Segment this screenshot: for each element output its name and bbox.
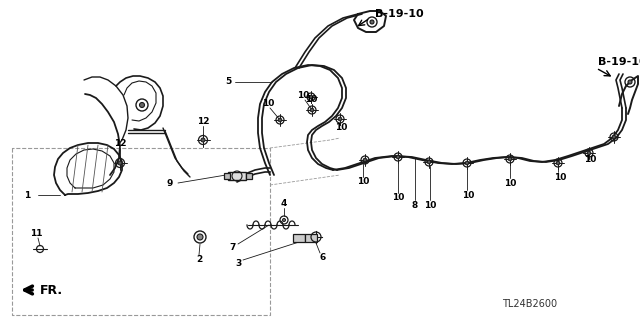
Circle shape — [508, 157, 512, 161]
Circle shape — [628, 80, 632, 84]
Circle shape — [118, 161, 122, 165]
Text: 9: 9 — [167, 179, 173, 188]
Text: 10: 10 — [554, 173, 566, 182]
Circle shape — [588, 151, 591, 155]
Text: 4: 4 — [281, 199, 287, 209]
Text: B-19-10: B-19-10 — [375, 9, 424, 19]
Circle shape — [612, 135, 616, 139]
Circle shape — [197, 234, 203, 240]
Text: 10: 10 — [424, 201, 436, 210]
Text: 10: 10 — [297, 92, 309, 100]
Text: FR.: FR. — [40, 284, 63, 296]
Text: 10: 10 — [392, 194, 404, 203]
Circle shape — [201, 138, 205, 142]
Circle shape — [278, 118, 282, 122]
Circle shape — [310, 108, 314, 112]
Text: 10: 10 — [305, 95, 317, 105]
Text: 2: 2 — [196, 256, 202, 264]
Text: 11: 11 — [29, 229, 42, 239]
Circle shape — [465, 161, 468, 165]
Text: 1: 1 — [24, 190, 30, 199]
Text: B-19-10: B-19-10 — [598, 57, 640, 67]
Circle shape — [364, 158, 367, 162]
Text: 5: 5 — [225, 78, 231, 86]
Circle shape — [338, 117, 342, 121]
Bar — [305, 234, 317, 242]
Bar — [246, 173, 252, 179]
Circle shape — [428, 160, 431, 164]
Bar — [224, 173, 230, 179]
Circle shape — [309, 95, 313, 99]
Bar — [228, 172, 246, 180]
Text: 10: 10 — [357, 177, 369, 187]
Text: 10: 10 — [584, 155, 596, 165]
Text: 7: 7 — [230, 243, 236, 253]
Text: 10: 10 — [335, 123, 347, 132]
Text: 8: 8 — [412, 201, 418, 210]
Circle shape — [396, 155, 400, 159]
Text: 10: 10 — [462, 190, 474, 199]
Text: 10: 10 — [504, 179, 516, 188]
Circle shape — [556, 161, 560, 165]
Text: TL24B2600: TL24B2600 — [502, 299, 557, 309]
Text: 12: 12 — [196, 117, 209, 127]
Text: 10: 10 — [262, 100, 274, 108]
Circle shape — [140, 102, 145, 108]
Bar — [293, 234, 305, 242]
Text: 6: 6 — [320, 253, 326, 262]
Text: 3: 3 — [235, 258, 241, 268]
Text: 12: 12 — [114, 139, 126, 149]
Circle shape — [370, 20, 374, 24]
Circle shape — [282, 219, 285, 221]
